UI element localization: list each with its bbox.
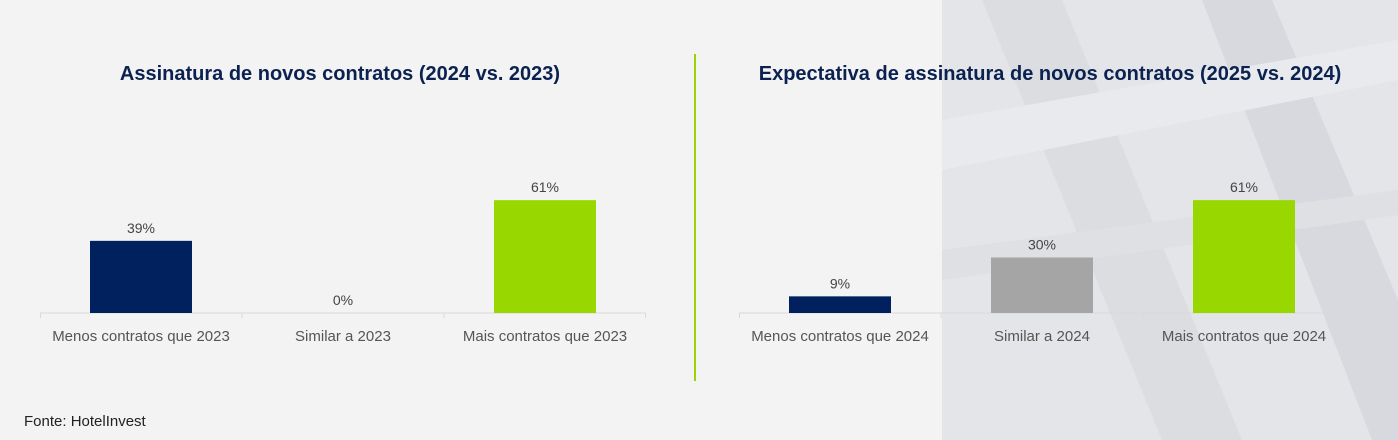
bar-chart-right: 9% Menos contratos que 2024 30% Similar a 2… [739,179,1345,345]
right-bar-3 [1193,200,1295,313]
left-bar-3 [494,200,596,313]
chart-title-right: Expectativa de assinatura de novos contr… [758,63,1342,85]
right-value-label-1: 9% [830,275,850,291]
right-value-label-2: 30% [1028,237,1056,253]
left-category-label-3: Mais contratos que 2023 [463,328,627,345]
right-category-label-3: Mais contratos que 2024 [1162,328,1326,345]
right-value-label-3: 61% [1230,179,1258,195]
source-note: Fonte: HotelInvest [24,413,146,430]
chart-divider [694,54,696,381]
left-value-label-3: 61% [531,179,559,195]
chart-title-left: Assinatura de novos contratos (2024 vs. … [119,63,561,85]
right-bar-1 [789,296,891,313]
right-category-label-1: Menos contratos que 2024 [751,328,929,345]
left-value-label-2: 0% [333,292,353,308]
left-category-label-2: Similar a 2023 [295,328,391,345]
right-category-label-2: Similar a 2024 [994,328,1090,345]
background-photo [942,0,1398,440]
bar-chart-left: 39% Menos contratos que 2023 0% Similar a 2… [40,179,646,345]
left-bar-1 [90,240,192,313]
right-bar-2 [991,257,1093,313]
left-value-label-1: 39% [127,220,155,236]
left-category-label-1: Menos contratos que 2023 [52,328,230,345]
